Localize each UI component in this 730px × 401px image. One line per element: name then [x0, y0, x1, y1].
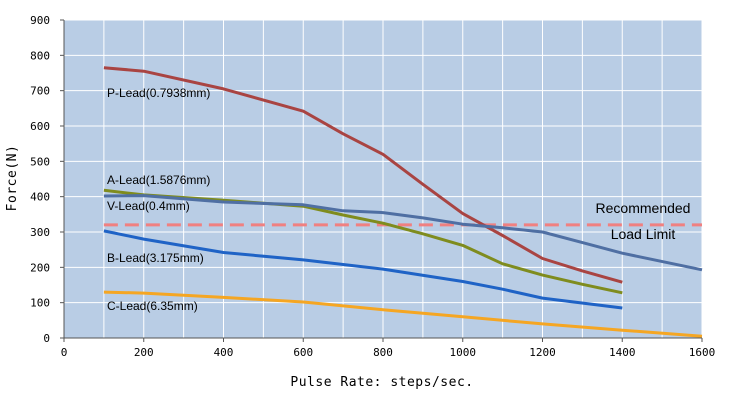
x-axis-title: Pulse Rate: steps/sec. — [290, 375, 473, 390]
y-axis-title: Force(N) — [5, 145, 20, 212]
series-line-b-lead — [103, 229, 623, 310]
series-label-a-lead: A-Lead(1.5876mm) — [107, 173, 210, 187]
series-line-a-lead — [103, 188, 623, 295]
y-tick-label: 0 — [43, 332, 50, 345]
limit-label-line1: Recommended — [596, 200, 691, 216]
x-tick-label: 600 — [293, 346, 313, 359]
grid — [64, 19, 703, 338]
y-tick-label: 300 — [30, 226, 50, 239]
series-line-v-lead — [103, 194, 703, 272]
x-tick-label: 1600 — [689, 346, 716, 359]
x-tick-label: 400 — [214, 346, 234, 359]
limit-label-line2: Load Limit — [611, 226, 676, 242]
y-tick-label: 400 — [30, 191, 50, 204]
series-label-c-lead: C-Lead(6.35mm) — [107, 299, 198, 313]
x-tick-label: 1400 — [609, 346, 636, 359]
x-tick-label: 1000 — [450, 346, 477, 359]
x-tick-label: 800 — [373, 346, 393, 359]
y-tick-label: 100 — [30, 297, 50, 310]
series-line-c-lead — [103, 290, 703, 338]
x-tick-label: 200 — [134, 346, 154, 359]
x-tick-label: 0 — [61, 346, 68, 359]
y-tick-label: 200 — [30, 261, 50, 274]
y-tick-label: 800 — [30, 49, 50, 62]
y-tick-label: 900 — [30, 14, 50, 27]
series-label-v-lead: V-Lead(0.4mm) — [107, 199, 190, 213]
series-label-b-lead: B-Lead(3.175mm) — [107, 251, 204, 265]
x-tick-label: 1200 — [529, 346, 556, 359]
x-axis-ticks: 0 200 400 600 800 1000 1200 1400 1600 — [61, 338, 716, 359]
y-tick-label: 500 — [30, 155, 50, 168]
series-line-p-lead — [103, 66, 623, 284]
series-labels: P-Lead(0.7938mm) A-Lead(1.5876mm) V-Lead(0… — [107, 86, 210, 313]
series-lines — [103, 66, 703, 338]
y-tick-label: 600 — [30, 120, 50, 133]
y-axis-ticks: 0 100 200 300 400 500 600 700 800 900 — [30, 14, 64, 345]
y-tick-label: 700 — [30, 85, 50, 98]
series-label-p-lead: P-Lead(0.7938mm) — [107, 86, 210, 100]
